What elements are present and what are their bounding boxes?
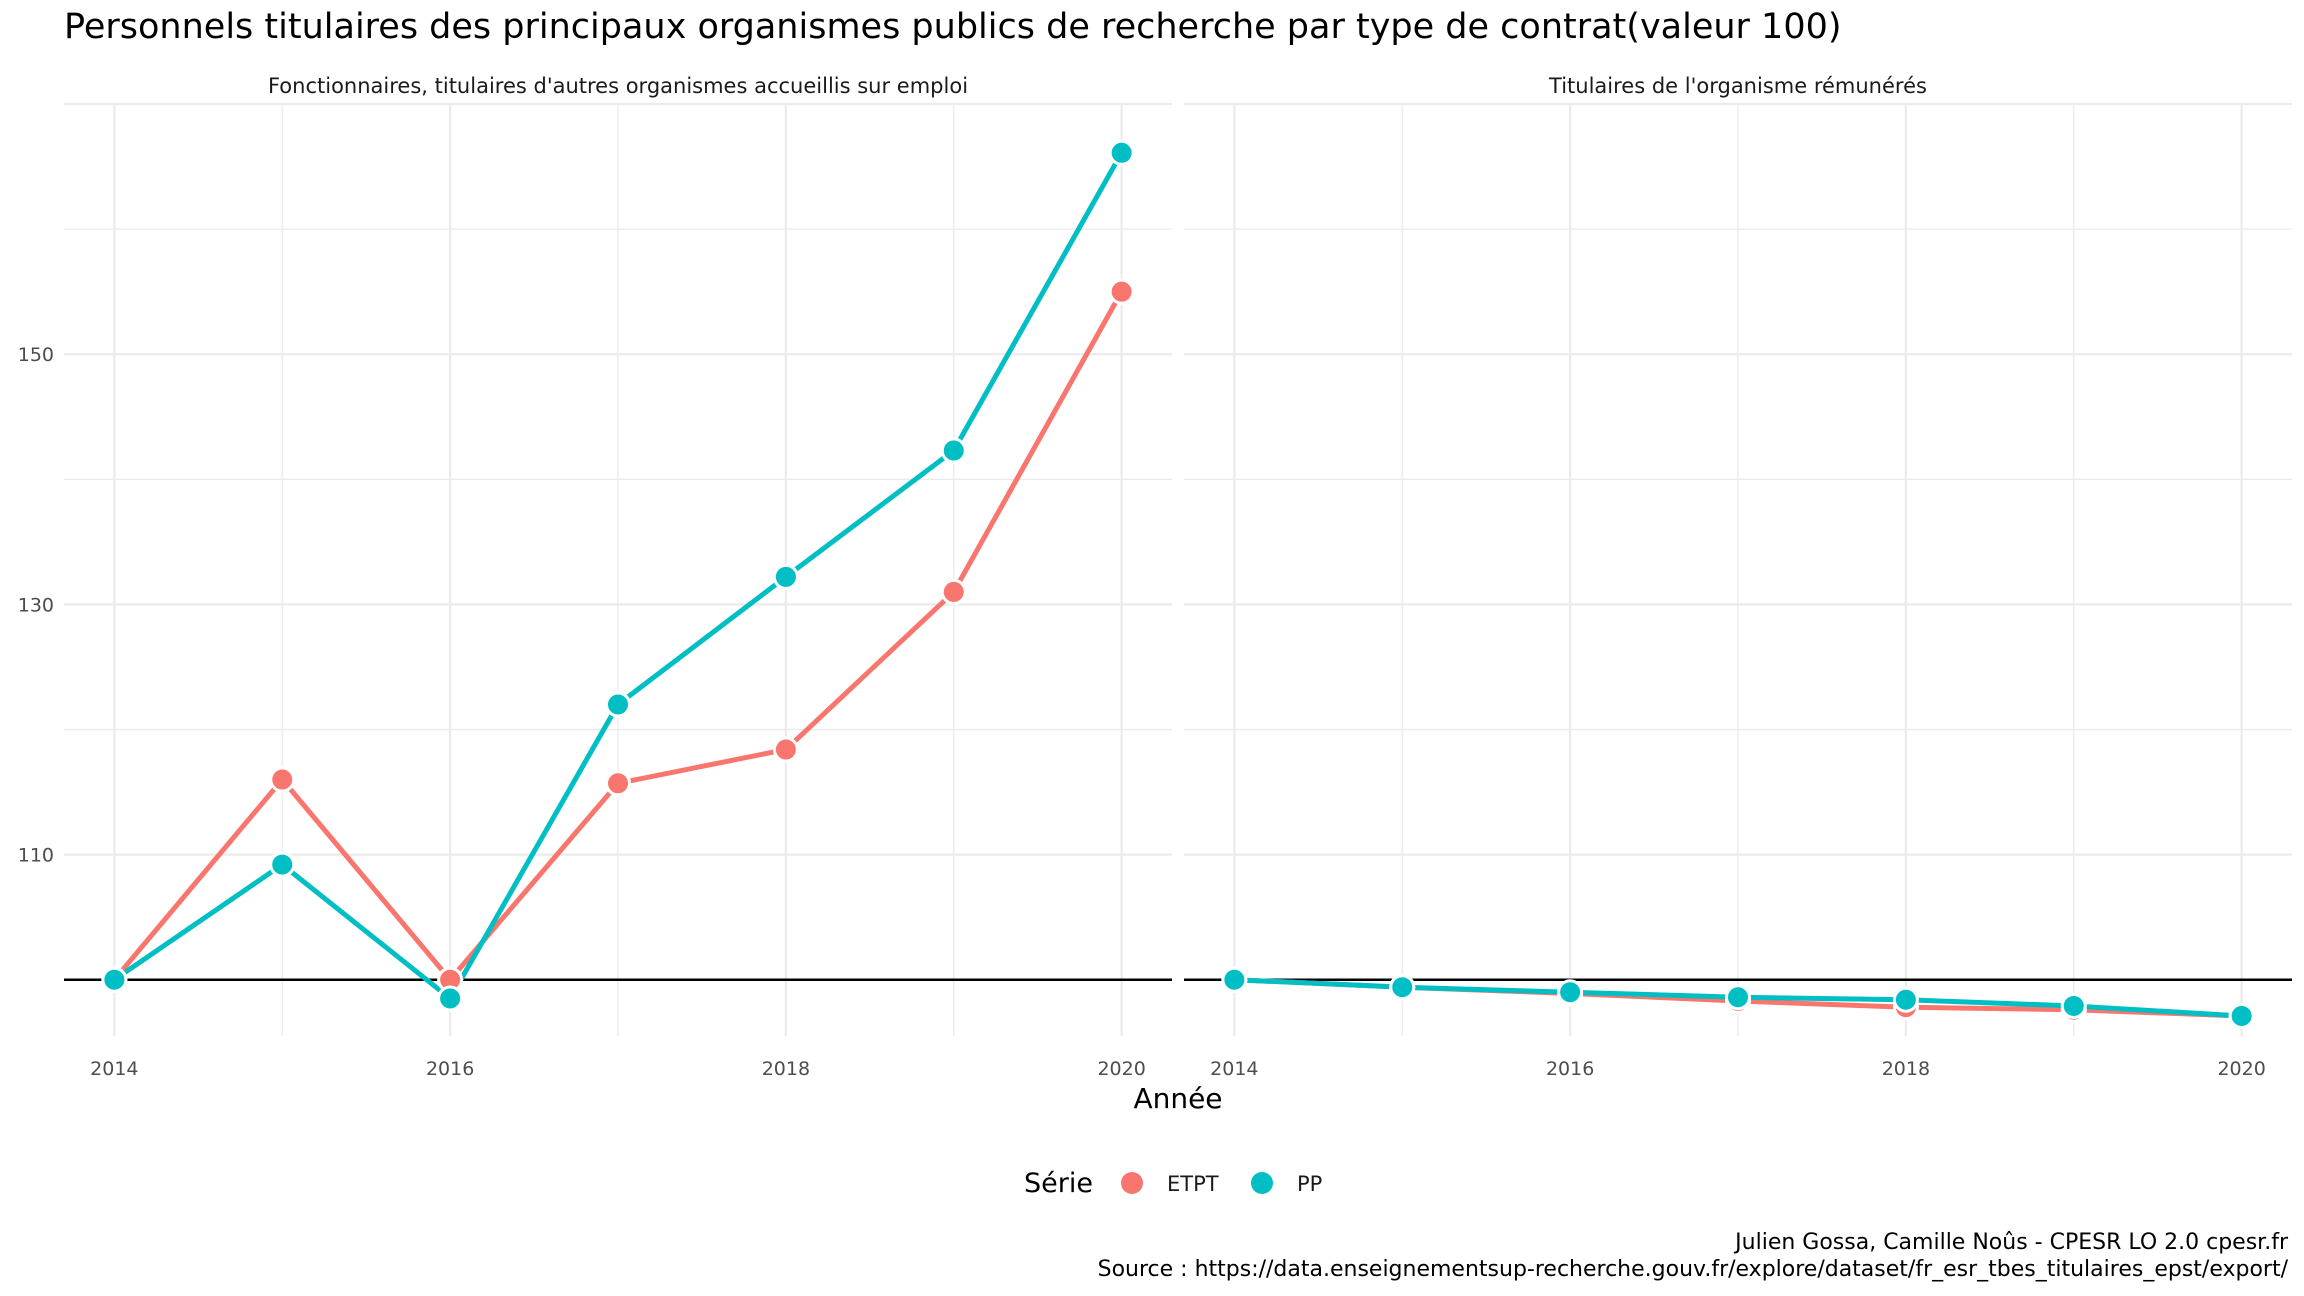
y-tick-label: 150 [18,344,54,366]
chart-title: Personnels titulaires des principaux org… [64,7,1842,47]
legend-key-etpt [1121,1172,1143,1194]
x-tick-label: 2018 [1882,1058,1930,1080]
x-axis-title: Année [1133,1082,1222,1115]
grid-lines [1184,102,2292,1036]
x-tick-label: 2020 [2217,1058,2265,1080]
data-point-etpt [1108,278,1135,305]
legend-title: Série [1024,1168,1093,1199]
data-point-etpt [940,578,967,605]
x-tick-label: 2016 [1546,1058,1594,1080]
legend-key-pp [1251,1172,1273,1194]
data-point-etpt [772,736,799,763]
data-point-pp [605,691,631,718]
data-point-pp [1557,979,1584,1006]
data-point-pp [1108,139,1135,166]
data-point-pp [101,966,128,993]
x-tick-label: 2020 [1097,1058,1145,1080]
data-point-pp [1725,984,1751,1011]
data-point-pp [1892,986,1919,1013]
facet-title-right: Titulaires de l'organisme rémunérés [1548,74,1927,98]
caption-authors: Julien Gossa, Camille Noûs - CPESR LO 2.… [1733,1230,2289,1255]
data-point-pp [1389,974,1416,1001]
legend: Série ETPT PP [1024,1168,1322,1199]
data-point-pp [1221,966,1248,993]
data-point-pp [940,437,967,464]
x-tick-label: 2014 [1210,1058,1258,1080]
legend-label-etpt: ETPT [1167,1172,1219,1196]
data-point-pp [2060,992,2087,1019]
data-point-pp [269,851,296,878]
data-point-etpt [605,770,631,797]
y-tick-label: 110 [18,845,54,867]
x-tick-label: 2018 [762,1058,810,1080]
x-tick-label: 2014 [90,1058,138,1080]
facet-title-left: Fonctionnaires, titulaires d'autres orga… [268,74,968,98]
caption-source: Source : https://data.enseignementsup-re… [1098,1257,2289,1282]
legend-label-pp: PP [1297,1172,1322,1196]
data-point-etpt [269,766,296,793]
x-tick-label: 2016 [426,1058,474,1080]
facet-panel-left: Fonctionnaires, titulaires d'autres orga… [18,74,1172,1080]
grid-lines [64,102,1172,1036]
data-point-pp [2228,1002,2255,1029]
y-tick-label: 130 [18,594,54,616]
data-point-pp [437,985,464,1012]
data-point-pp [772,563,799,590]
facet-panel-right: Titulaires de l'organisme rémunérés 2014… [1184,74,2292,1080]
